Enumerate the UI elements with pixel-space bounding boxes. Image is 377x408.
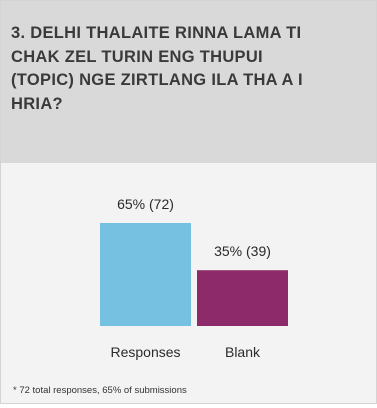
category-label-blank: Blank (225, 344, 261, 360)
question-title: 3. DELHI THALAITE RINNA LAMA TI CHAK ZEL… (11, 24, 303, 113)
data-label-blank: 35% (39) (214, 243, 271, 259)
footnote: * 72 total responses, 65% of submissions (13, 385, 187, 396)
data-label-responses: 65% (72) (117, 196, 174, 212)
bar-blank (197, 270, 288, 326)
bar-responses (100, 223, 191, 326)
question-header: 3. DELHI THALAITE RINNA LAMA TI CHAK ZEL… (1, 1, 376, 163)
bar-chart: 65% (72) Responses 35% (39) Blank (1, 163, 376, 403)
bar-chart-svg: 65% (72) Responses 35% (39) Blank (100, 196, 288, 360)
category-label-responses: Responses (110, 344, 180, 360)
